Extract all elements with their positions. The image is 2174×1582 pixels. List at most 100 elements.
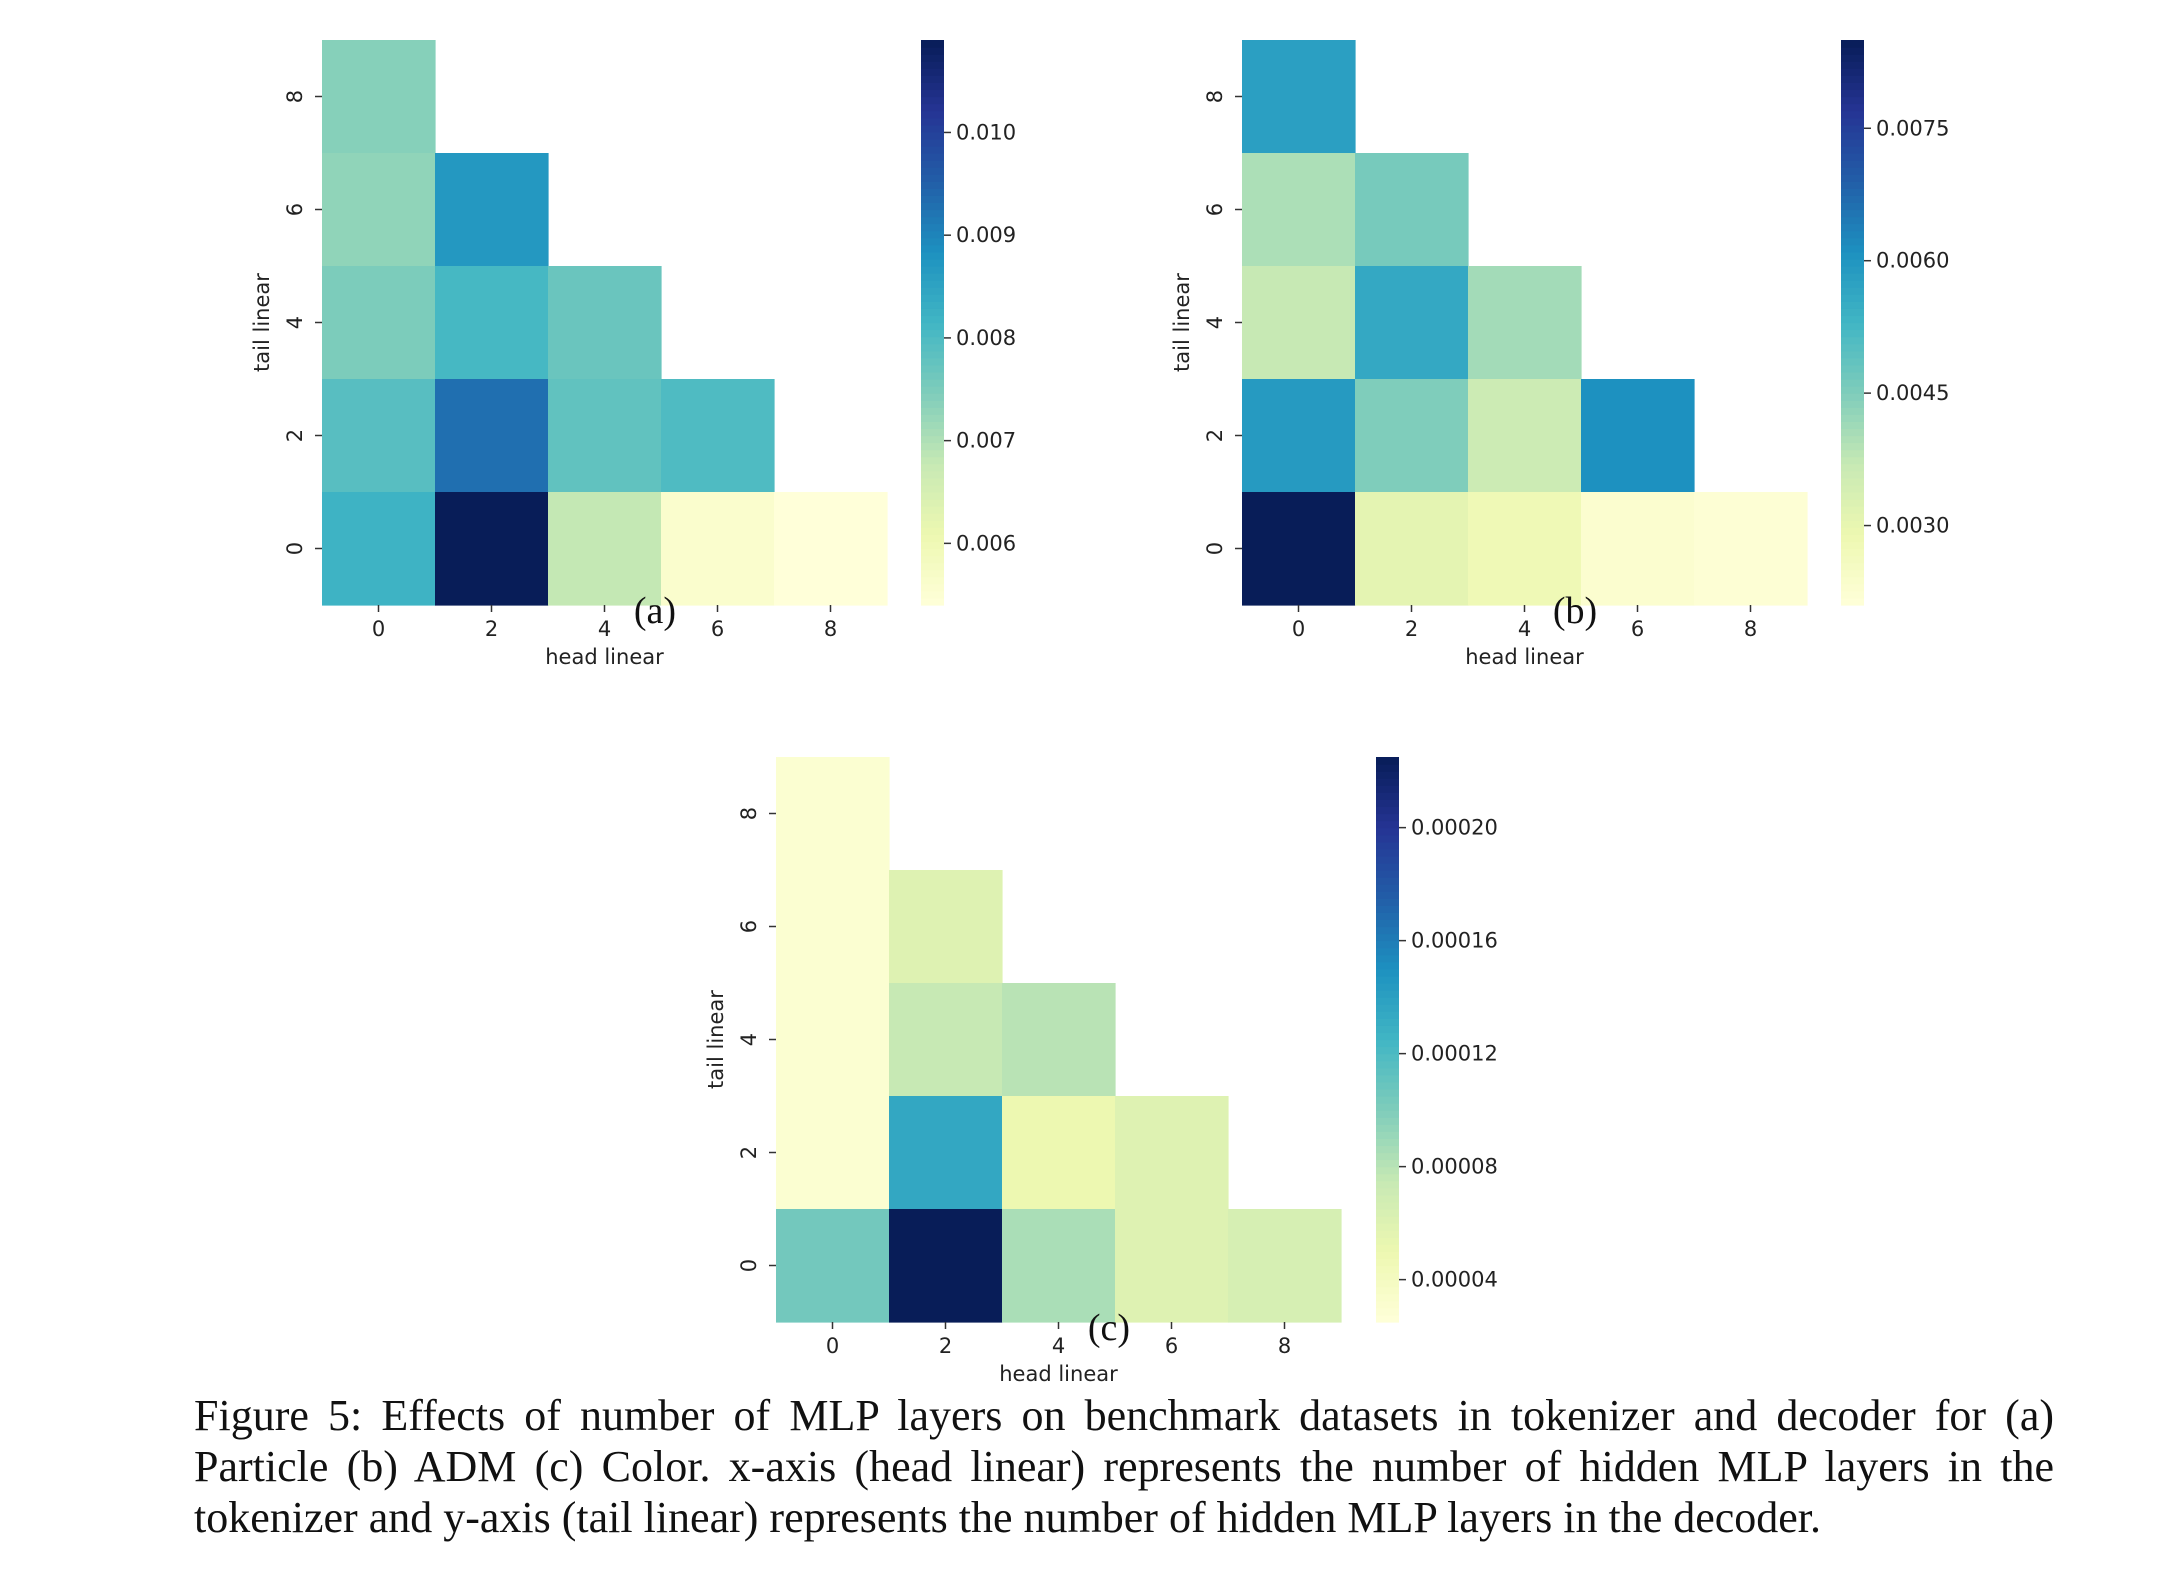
heatmap-cell bbox=[1581, 492, 1695, 606]
colorbar-segment bbox=[1376, 834, 1399, 843]
heatmap-cell bbox=[1115, 1096, 1229, 1210]
colorbar-segment bbox=[1841, 223, 1864, 232]
colorbar-segment bbox=[921, 223, 944, 232]
colorbar-segment bbox=[1376, 884, 1399, 892]
heatmap-cell bbox=[774, 492, 888, 606]
colorbar-segment bbox=[921, 400, 944, 408]
heatmap-cell bbox=[1355, 379, 1469, 493]
colorbar-segment bbox=[921, 463, 944, 472]
x-tick-label: 8 bbox=[824, 617, 837, 641]
heatmap-cell bbox=[435, 266, 549, 380]
colorbar-tick-label: 0.00004 bbox=[1411, 1268, 1498, 1292]
colorbar-segment bbox=[1376, 1258, 1399, 1267]
colorbar-segment bbox=[921, 138, 944, 147]
colorbar-segment bbox=[1841, 230, 1864, 239]
colorbar-segment bbox=[1841, 400, 1864, 408]
colorbar-segment bbox=[1376, 1300, 1399, 1309]
colorbar-segment bbox=[921, 576, 944, 585]
colorbar-segment bbox=[1376, 1053, 1399, 1062]
colorbar-segment bbox=[1841, 583, 1864, 592]
y-tick-label: 6 bbox=[283, 203, 307, 216]
heatmap-cell bbox=[1242, 153, 1356, 267]
colorbar-tick-label: 0.007 bbox=[956, 429, 1016, 453]
colorbar-segment bbox=[1376, 891, 1399, 899]
colorbar-segment bbox=[1376, 841, 1399, 850]
colorbar-segment bbox=[921, 583, 944, 592]
colorbar-segment bbox=[1376, 1032, 1399, 1041]
x-tick-label: 6 bbox=[1631, 617, 1644, 641]
colorbar-segment bbox=[921, 520, 944, 528]
colorbar-segment bbox=[1841, 421, 1864, 430]
colorbar-segment bbox=[921, 174, 944, 182]
colorbar-segment bbox=[921, 266, 944, 274]
x-tick-label: 6 bbox=[1165, 1334, 1178, 1358]
colorbar-tick-label: 0.0045 bbox=[1876, 381, 1949, 405]
figure-caption: Figure 5: Effects of number of MLP layer… bbox=[194, 1391, 2054, 1542]
colorbar-segment bbox=[1841, 287, 1864, 295]
heatmap-cell bbox=[1002, 1096, 1116, 1210]
colorbar-segment bbox=[1841, 188, 1864, 196]
heatmap-cell bbox=[435, 153, 549, 267]
colorbar-segment bbox=[1376, 1209, 1399, 1217]
colorbar-segment bbox=[1376, 870, 1399, 878]
colorbar-segment bbox=[1841, 520, 1864, 528]
colorbar-segment bbox=[921, 414, 944, 422]
colorbar-segment bbox=[1376, 1173, 1399, 1182]
colorbar-segment bbox=[1376, 905, 1399, 913]
colorbar-segment bbox=[921, 287, 944, 295]
colorbar-segment bbox=[921, 421, 944, 430]
x-axis-label: head linear bbox=[1465, 645, 1584, 669]
colorbar-segment bbox=[1841, 68, 1864, 76]
colorbar-segment bbox=[1841, 251, 1864, 260]
colorbar-segment bbox=[1841, 181, 1864, 189]
heatmap-cell bbox=[1355, 492, 1469, 606]
colorbar-segment bbox=[1376, 1131, 1399, 1139]
heatmap-panel-a: 0 2 4 6 8 head linear 0 2 4 6 8 tail linear 0.006 0.0… bbox=[250, 40, 1016, 669]
colorbar-segment bbox=[1841, 470, 1864, 479]
colorbar-segment bbox=[1841, 202, 1864, 211]
x-tick-label: 4 bbox=[598, 617, 611, 641]
heatmap-cell bbox=[1242, 266, 1356, 380]
colorbar-segment bbox=[921, 513, 944, 521]
colorbar-segment bbox=[921, 251, 944, 260]
colorbar-segment bbox=[921, 364, 944, 373]
colorbar-segment bbox=[1376, 990, 1399, 998]
colorbar-segment bbox=[1841, 117, 1864, 126]
colorbar-segment bbox=[1376, 1201, 1399, 1210]
colorbar-segment bbox=[1841, 153, 1864, 161]
colorbar-segment bbox=[1376, 1216, 1399, 1224]
colorbar-segment bbox=[1376, 1103, 1399, 1111]
y-axis-label: tail linear bbox=[1170, 273, 1194, 372]
colorbar-segment bbox=[1376, 968, 1399, 977]
heatmap-cell bbox=[661, 492, 775, 606]
panel-label: (a) bbox=[634, 590, 676, 632]
x-tick-label: 2 bbox=[1405, 617, 1418, 641]
colorbar-segment bbox=[1841, 541, 1864, 550]
colorbar-segment bbox=[1841, 407, 1864, 415]
colorbar-segment bbox=[921, 379, 944, 387]
colorbar-segment bbox=[1376, 764, 1399, 772]
colorbar-segment bbox=[1841, 329, 1864, 338]
colorbar-segment bbox=[1841, 442, 1864, 451]
colorbar-segment bbox=[1376, 1180, 1399, 1189]
colorbar-tick-label: 0.008 bbox=[956, 326, 1016, 350]
colorbar-segment bbox=[1841, 75, 1864, 83]
colorbar-segment bbox=[1841, 477, 1864, 486]
colorbar-segment bbox=[1376, 1025, 1399, 1034]
colorbar-segment bbox=[921, 89, 944, 98]
colorbar-segment bbox=[1376, 1117, 1399, 1125]
colorbar-segment bbox=[1376, 983, 1399, 991]
colorbar-segment bbox=[1376, 827, 1399, 836]
colorbar-segment bbox=[1841, 513, 1864, 521]
colorbar-segment bbox=[921, 280, 944, 288]
colorbar-segment bbox=[921, 456, 944, 465]
colorbar-segment bbox=[1376, 848, 1399, 857]
colorbar-segment bbox=[1376, 912, 1399, 921]
colorbar-segment bbox=[921, 145, 944, 154]
colorbar-segment bbox=[1376, 757, 1399, 765]
colorbar-segment bbox=[921, 153, 944, 161]
colorbar-segment bbox=[921, 336, 944, 345]
colorbar-segment bbox=[1376, 806, 1399, 815]
x-tick-label: 8 bbox=[1744, 617, 1757, 641]
